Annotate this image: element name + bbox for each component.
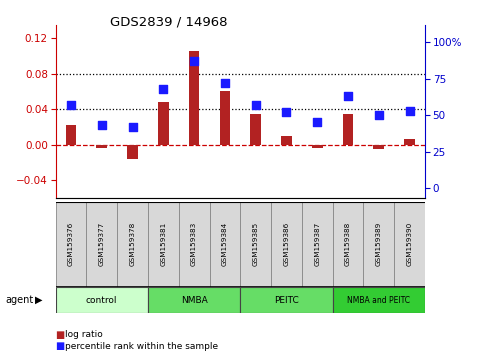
Bar xyxy=(250,114,261,145)
Bar xyxy=(404,139,415,145)
Text: GSM159384: GSM159384 xyxy=(222,222,228,266)
Point xyxy=(221,80,229,86)
Bar xyxy=(394,202,425,287)
Bar xyxy=(96,145,107,148)
Bar xyxy=(56,287,148,313)
Point xyxy=(313,120,321,125)
Text: ▶: ▶ xyxy=(35,295,43,305)
Text: percentile rank within the sample: percentile rank within the sample xyxy=(65,342,218,351)
Text: GSM159389: GSM159389 xyxy=(376,222,382,266)
Bar xyxy=(373,145,384,149)
Bar xyxy=(148,202,179,287)
Text: GSM159383: GSM159383 xyxy=(191,222,197,266)
Bar xyxy=(281,136,292,145)
Point xyxy=(67,102,75,108)
Text: log ratio: log ratio xyxy=(65,330,103,339)
Text: ■: ■ xyxy=(56,330,65,339)
Text: PEITC: PEITC xyxy=(274,296,299,304)
Bar xyxy=(179,202,210,287)
Text: GSM159385: GSM159385 xyxy=(253,222,259,266)
Bar xyxy=(86,202,117,287)
Point xyxy=(128,124,136,130)
Text: control: control xyxy=(86,296,117,304)
Text: NMBA and PEITC: NMBA and PEITC xyxy=(347,296,411,304)
Bar xyxy=(240,287,333,313)
Text: agent: agent xyxy=(6,295,34,305)
Point xyxy=(283,109,290,115)
Bar xyxy=(189,51,199,145)
Text: GSM159390: GSM159390 xyxy=(407,222,412,266)
Text: GSM159386: GSM159386 xyxy=(284,222,289,266)
Text: GSM159388: GSM159388 xyxy=(345,222,351,266)
Text: GSM159377: GSM159377 xyxy=(99,222,105,266)
Point xyxy=(406,108,413,114)
Bar xyxy=(271,202,302,287)
Bar xyxy=(148,287,241,313)
Point xyxy=(375,112,383,118)
Bar xyxy=(364,202,394,287)
Bar xyxy=(342,114,354,145)
Bar xyxy=(240,202,271,287)
Bar xyxy=(302,202,333,287)
Text: ■: ■ xyxy=(56,341,65,351)
Text: GDS2839 / 14968: GDS2839 / 14968 xyxy=(110,16,228,29)
Point xyxy=(252,102,259,108)
Bar xyxy=(66,125,76,145)
Point xyxy=(190,58,198,64)
Text: GSM159381: GSM159381 xyxy=(160,222,166,266)
Point xyxy=(159,86,167,92)
Bar xyxy=(312,145,323,148)
Point xyxy=(344,93,352,99)
Bar xyxy=(333,287,425,313)
Point xyxy=(98,122,106,128)
Bar xyxy=(219,91,230,145)
Bar xyxy=(333,202,364,287)
Bar xyxy=(56,202,86,287)
Bar xyxy=(210,202,240,287)
Text: GSM159376: GSM159376 xyxy=(68,222,74,266)
Bar xyxy=(127,145,138,159)
Text: GSM159378: GSM159378 xyxy=(129,222,136,266)
Bar xyxy=(158,102,169,145)
Text: GSM159387: GSM159387 xyxy=(314,222,320,266)
Text: NMBA: NMBA xyxy=(181,296,208,304)
Bar xyxy=(117,202,148,287)
